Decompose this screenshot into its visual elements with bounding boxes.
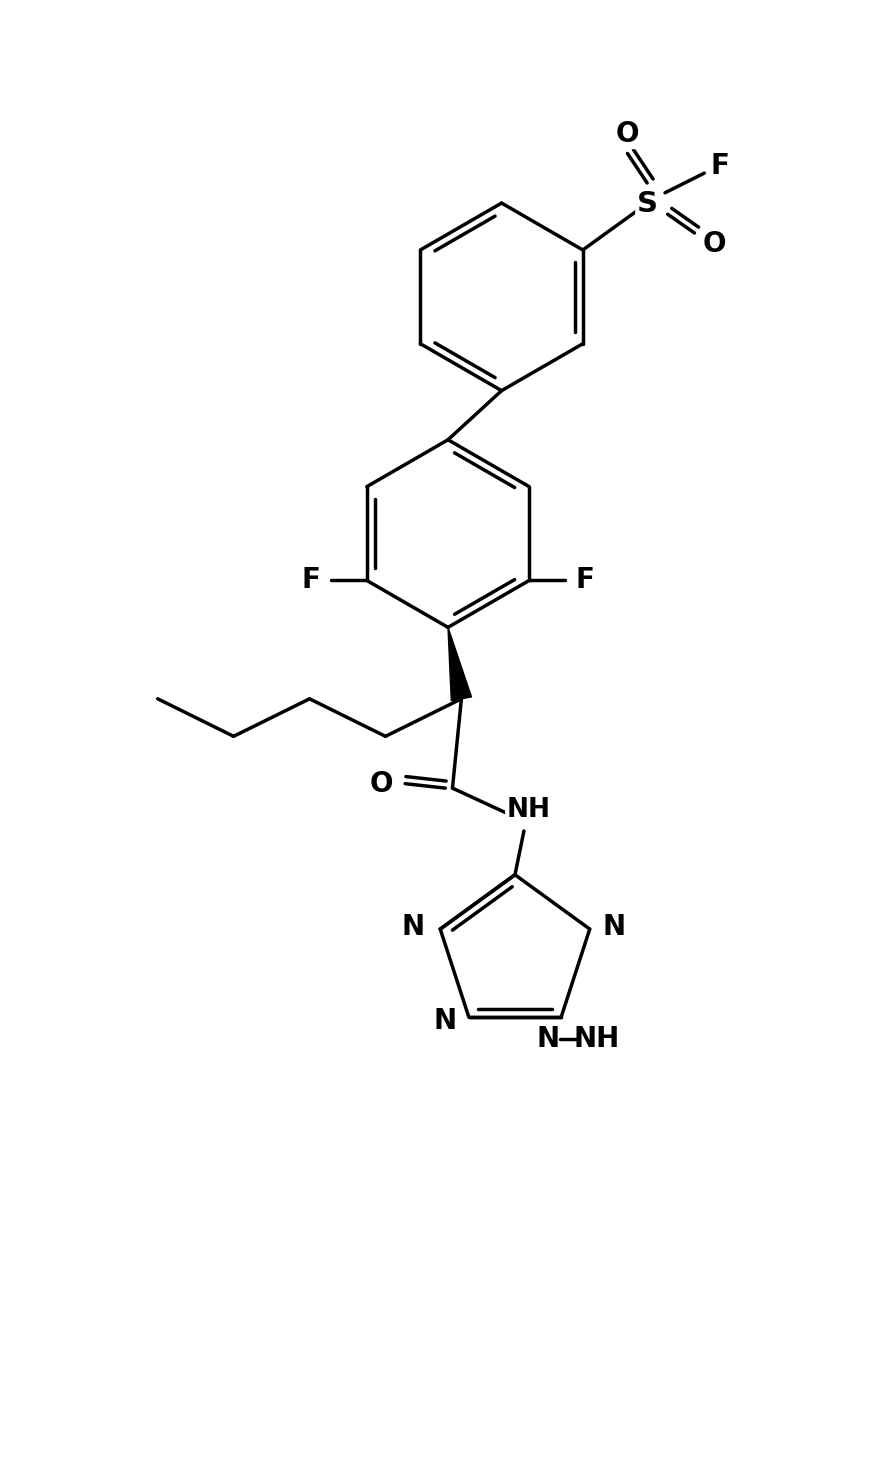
Text: S: S xyxy=(637,189,658,217)
Text: F: F xyxy=(302,566,321,594)
Text: O: O xyxy=(702,229,726,257)
Text: N: N xyxy=(433,1008,456,1036)
Text: NH: NH xyxy=(506,798,550,823)
Text: NH: NH xyxy=(573,1026,620,1054)
Text: F: F xyxy=(711,152,730,180)
Text: O: O xyxy=(369,770,392,798)
Text: N: N xyxy=(402,913,425,941)
Text: N: N xyxy=(602,913,625,941)
Text: O: O xyxy=(616,120,639,148)
Text: N: N xyxy=(536,1026,559,1054)
Polygon shape xyxy=(448,627,471,701)
Text: F: F xyxy=(575,566,594,594)
